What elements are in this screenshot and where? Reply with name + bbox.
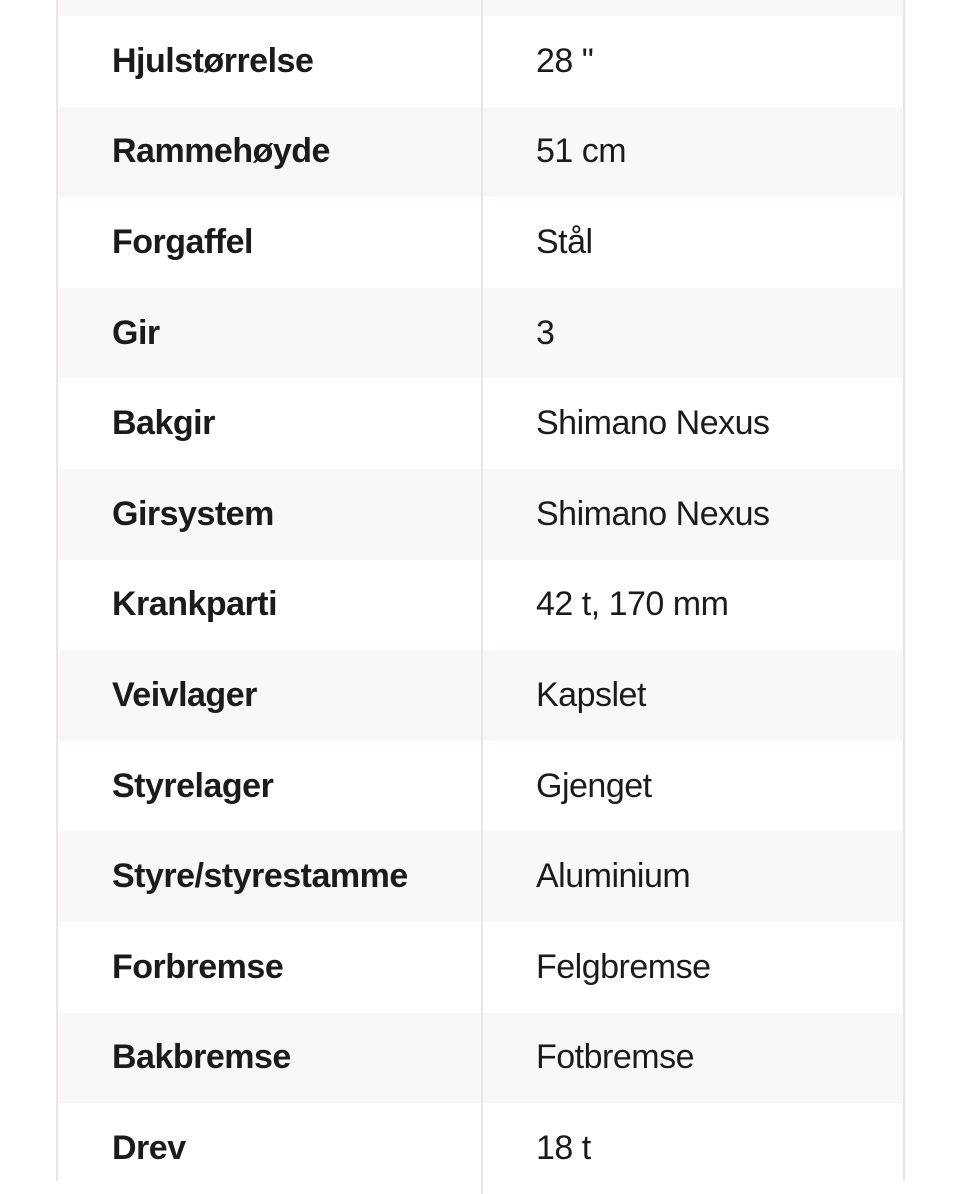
spec-value: Shimano Nexus	[481, 468, 903, 560]
spec-label: Gir	[112, 313, 160, 352]
spec-label: Krankparti	[112, 585, 278, 624]
spec-value: Aluminium	[481, 831, 903, 922]
table-row: Styrelager Gjenget	[58, 740, 903, 832]
table-row: Forbremse Felgbremse	[58, 921, 903, 1013]
spec-value: 3	[481, 287, 903, 379]
spec-label: Styrelager	[112, 766, 274, 805]
spec-value: 51 cm	[481, 106, 903, 198]
table-row: Rammehøyde 51 cm	[58, 106, 903, 198]
spec-label: Bakgir	[112, 404, 215, 443]
table-row: Krankparti 42 t, 170 mm	[58, 559, 903, 651]
table-row: Bakgir Shimano Nexus	[58, 378, 903, 469]
spec-label: Styre/styrestamme	[112, 857, 408, 896]
spec-value: Stål	[481, 197, 903, 288]
spec-value: 28 "	[481, 16, 903, 107]
table-row: Forgaffel Stål	[58, 197, 903, 288]
table-row: Drev 18 t	[58, 1103, 903, 1194]
spec-label: Girsystem	[112, 494, 274, 533]
table-row: Girsystem Shimano Nexus	[58, 468, 903, 560]
table-rows: Hjulstørrelse 28 " Rammehøyde 51 cm Forg…	[58, 16, 903, 1194]
spec-label	[58, 0, 481, 16]
specification-table: Hjulstørrelse 28 " Rammehøyde 51 cm Forg…	[56, 0, 905, 1194]
spec-value: 42 t, 170 mm	[481, 559, 903, 651]
spec-value: Fotbremse	[481, 1012, 903, 1104]
spec-label: Drev	[112, 1128, 186, 1167]
spec-label: Forgaffel	[112, 222, 253, 261]
spec-value: Gjenget	[481, 740, 903, 832]
spec-label: Veivlager	[112, 675, 257, 714]
spec-label: Hjulstørrelse	[112, 41, 314, 80]
table-row: Veivlager Kapslet	[58, 650, 903, 741]
spec-value: 18 t	[481, 1103, 903, 1194]
spec-label: Forbremse	[112, 947, 284, 986]
spec-value	[481, 0, 903, 16]
spec-value: Felgbremse	[481, 921, 903, 1013]
spec-value: Kapslet	[481, 650, 903, 741]
table-row-partial-top	[58, 0, 903, 16]
spec-label: Rammehøyde	[112, 132, 330, 171]
spec-label: Bakbremse	[112, 1038, 291, 1077]
table-row: Hjulstørrelse 28 "	[58, 16, 903, 107]
table-row: Styre/styrestamme Aluminium	[58, 831, 903, 922]
table-row: Bakbremse Fotbremse	[58, 1012, 903, 1104]
table-row: Gir 3	[58, 287, 903, 379]
spec-value: Shimano Nexus	[481, 378, 903, 469]
